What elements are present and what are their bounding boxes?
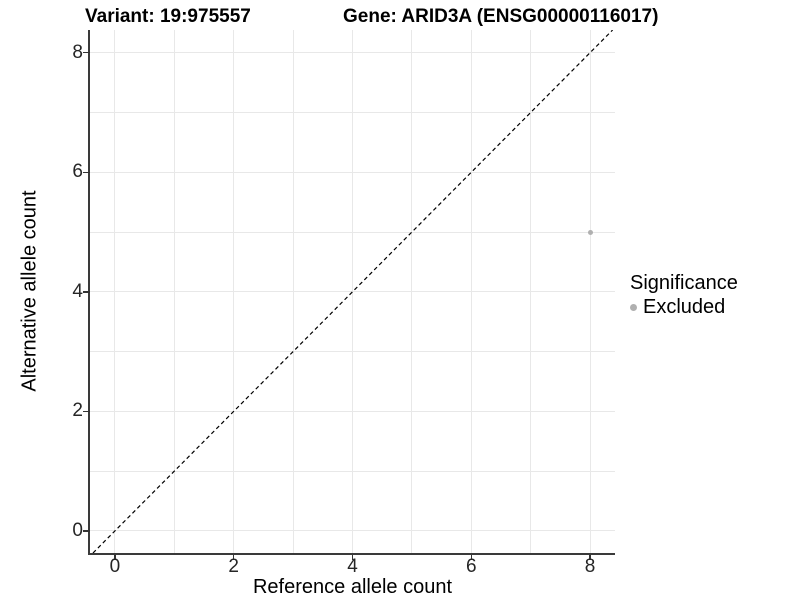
h-gridline — [90, 410, 615, 412]
plot-title-variant: Variant: 19:975557 — [85, 6, 251, 27]
legend-item-excluded: Excluded — [630, 296, 738, 319]
x-tick-label: 0 — [109, 556, 121, 577]
h-gridline — [90, 530, 615, 532]
h-gridline — [90, 470, 615, 472]
identity-line — [92, 30, 614, 553]
h-gridline — [90, 111, 615, 113]
y-axis-title: Alternative allele count — [18, 190, 41, 392]
x-tick-mark — [232, 555, 235, 560]
legend-title: Significance — [630, 272, 738, 294]
x-tick-mark — [351, 555, 354, 560]
x-axis-line — [88, 553, 615, 555]
y-tick-mark — [83, 171, 90, 173]
x-tick-label: 4 — [347, 556, 358, 577]
identity-line-layer — [92, 30, 614, 553]
y-tick-mark — [83, 410, 90, 413]
h-gridline — [90, 171, 615, 173]
y-tick-mark — [83, 51, 90, 54]
h-gridline — [90, 291, 615, 293]
h-gridline — [90, 231, 615, 233]
y-tick-mark — [83, 291, 90, 293]
y-tick-label: 0 — [72, 519, 83, 541]
y-tick-label: 8 — [72, 41, 83, 63]
x-axis-title: Reference allele count — [252, 576, 452, 598]
x-tick-label: 6 — [465, 556, 477, 577]
plot-title-gene: Gene: ARID3A (ENSG00000116017) — [343, 6, 659, 27]
data-point — [587, 229, 593, 235]
x-tick-mark — [470, 555, 473, 560]
y-tick-label: 2 — [72, 400, 83, 422]
x-tick-label: 8 — [584, 556, 596, 577]
legend: Significance Excluded — [630, 272, 738, 319]
y-tick-mark — [83, 530, 90, 532]
legend-item-label: Excluded — [643, 296, 726, 318]
x-tick-label: 2 — [228, 556, 239, 577]
x-tick-mark — [589, 555, 591, 560]
h-gridline — [90, 351, 615, 353]
y-tick-label: 4 — [72, 280, 83, 302]
plot-panel — [90, 30, 615, 553]
x-tick-mark — [114, 555, 116, 560]
y-tick-label: 6 — [72, 161, 83, 183]
legend-point-swatch — [630, 304, 637, 311]
h-gridline — [90, 52, 615, 54]
